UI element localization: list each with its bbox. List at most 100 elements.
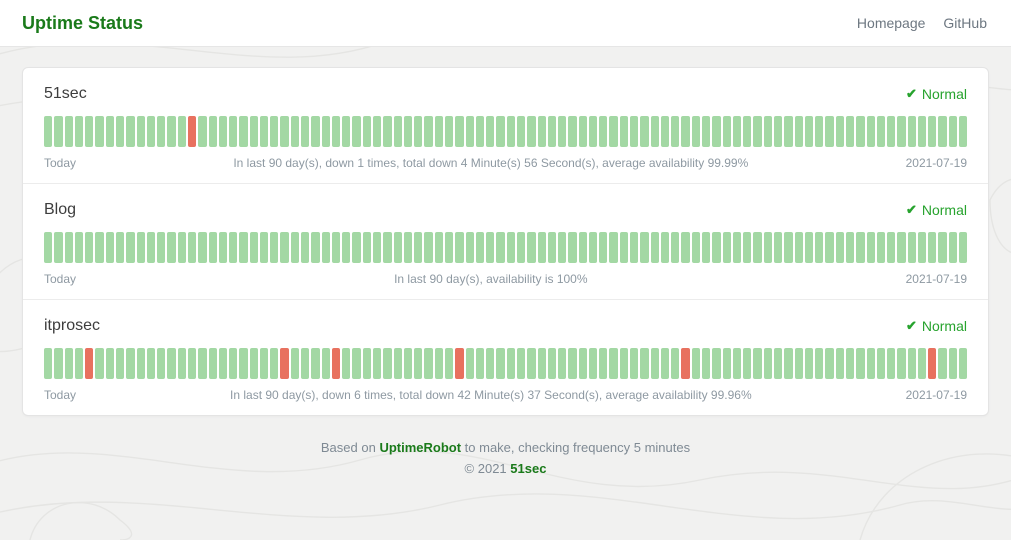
uptime-bar-up (167, 116, 176, 147)
uptime-bar-up (845, 116, 855, 147)
uptime-bar-up (373, 348, 382, 379)
uptimerobot-link[interactable]: UptimeRobot (379, 440, 462, 455)
timeline-end-date: 2021-07-19 (905, 388, 967, 402)
uptime-bar-up (527, 348, 536, 379)
uptime-bar-up (897, 348, 906, 379)
status-label: Normal (921, 318, 967, 334)
uptime-bar-up (876, 232, 886, 263)
uptime-bar-up (527, 116, 536, 147)
uptime-bar-down (187, 116, 197, 147)
uptime-bar-up (619, 348, 629, 379)
uptime-bar-up (383, 116, 392, 147)
uptime-bar-up (465, 348, 474, 379)
uptime-bar-up (44, 116, 53, 147)
uptime-bar-up (547, 116, 557, 147)
uptime-bar-up (105, 116, 114, 147)
nav-link-github[interactable]: GitHub (943, 15, 987, 31)
uptime-bar-up (856, 348, 865, 379)
uptime-bar-up (784, 232, 793, 263)
uptime-bar-up (712, 232, 721, 263)
uptime-bar-up (352, 116, 361, 147)
uptime-bar-up (897, 232, 906, 263)
monitor-section-51sec: 51sec ✔ Normal Today In last 90 day(s), … (23, 68, 988, 183)
timeline-start-label: Today (44, 388, 77, 402)
copyright-site-link[interactable]: 51sec (510, 461, 547, 476)
timeline-end-date: 2021-07-19 (905, 272, 967, 286)
uptime-bar-up (301, 116, 310, 147)
uptime-bar-up (424, 116, 433, 147)
uptime-bar-up (475, 116, 485, 147)
uptime-bar-up (938, 116, 947, 147)
uptime-bar-up (270, 348, 279, 379)
uptime-bar-up (229, 116, 238, 147)
uptime-bar-up (763, 116, 772, 147)
uptime-bar-up (249, 348, 258, 379)
uptime-bar-up (773, 116, 783, 147)
uptime-bar-up (136, 348, 145, 379)
uptime-bar-up (876, 348, 886, 379)
uptime-bar-up (732, 232, 742, 263)
uptime-bar-up (126, 232, 135, 263)
uptime-bar-up (331, 116, 341, 147)
uptime-bar-up (455, 232, 464, 263)
uptime-bar-up (722, 348, 731, 379)
uptime-bar-up (794, 116, 803, 147)
uptime-bar-up (362, 116, 371, 147)
uptime-bar-up (619, 232, 629, 263)
uptime-bar-up (85, 232, 94, 263)
site-title: Uptime Status (22, 12, 144, 33)
uptime-bar-up (660, 232, 670, 263)
footer-credit-prefix: Based on (320, 440, 380, 455)
uptime-bar-up (290, 232, 300, 263)
uptime-bar-up (115, 116, 125, 147)
main-content: 51sec ✔ Normal Today In last 90 day(s), … (0, 47, 1011, 416)
uptime-bar-up (362, 348, 371, 379)
uptime-bar-up (599, 232, 608, 263)
uptime-bar-up (907, 348, 916, 379)
uptime-bar-up (136, 232, 145, 263)
uptime-bar-up (342, 348, 351, 379)
uptime-timeline (44, 348, 968, 379)
uptime-bar-up (753, 348, 762, 379)
uptime-bar-up (301, 232, 310, 263)
uptime-bar-up (249, 232, 258, 263)
uptime-bar-up (558, 116, 567, 147)
status-badge: ✔ Normal (906, 86, 967, 102)
uptime-bar-up (516, 348, 526, 379)
status-badge: ✔ Normal (906, 202, 967, 218)
uptime-bar-up (208, 348, 217, 379)
uptime-bar-up (424, 232, 433, 263)
footer-copyright: © 2021 51sec (0, 459, 1011, 479)
uptime-bar-up (167, 232, 176, 263)
uptime-bar-up (352, 348, 361, 379)
uptime-bar-up (691, 116, 700, 147)
timeline-meta: Today In last 90 day(s), down 6 times, t… (44, 388, 967, 402)
uptime-bar-up (568, 116, 577, 147)
uptime-bar-up (321, 232, 330, 263)
uptime-bar-up (907, 116, 916, 147)
uptime-bar-up (732, 348, 742, 379)
uptime-bar-up (259, 116, 269, 147)
timeline-start-label: Today (44, 272, 77, 286)
uptime-bar-up (547, 348, 557, 379)
uptime-bar-up (270, 232, 279, 263)
uptime-bar-up (804, 348, 814, 379)
check-icon: ✔ (905, 202, 917, 217)
uptime-bar-up (290, 116, 300, 147)
uptime-bar-up (414, 348, 423, 379)
uptime-bar-up (815, 116, 824, 147)
uptime-bar-up (835, 232, 844, 263)
uptime-bar-up (917, 116, 927, 147)
uptime-bar-up (825, 232, 834, 263)
monitor-section-blog: Blog ✔ Normal Today In last 90 day(s), a… (23, 183, 988, 299)
uptime-bar-up (938, 232, 947, 263)
uptime-bar-up (702, 348, 711, 379)
uptime-bar-up (126, 116, 135, 147)
nav-link-homepage[interactable]: Homepage (856, 15, 926, 31)
uptime-bar-up (44, 232, 53, 263)
uptime-bar-up (671, 232, 680, 263)
uptime-bar-up (691, 232, 700, 263)
uptime-bar-up (794, 232, 803, 263)
uptime-bar-up (506, 348, 515, 379)
uptime-bar-up (486, 348, 495, 379)
